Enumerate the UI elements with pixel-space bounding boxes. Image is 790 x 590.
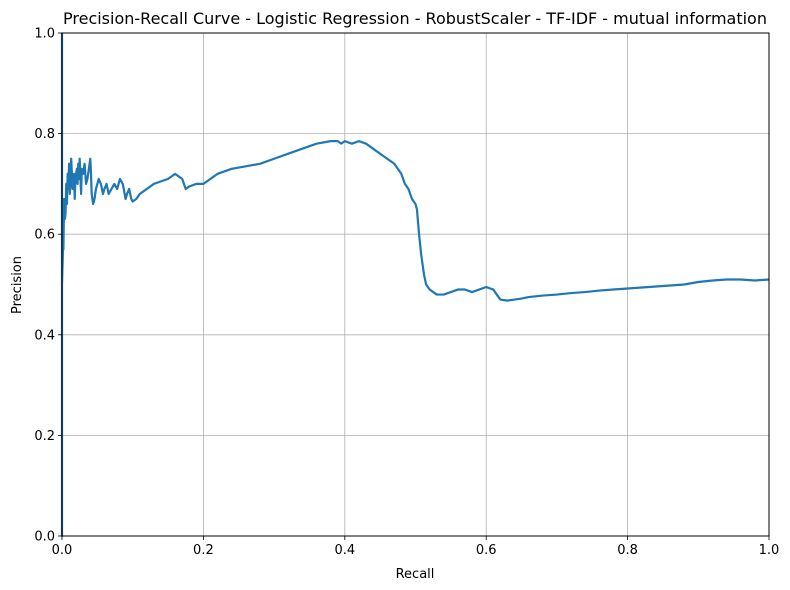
y-tick-label: 0.8 — [34, 127, 55, 142]
y-tick-label: 0.0 — [34, 530, 55, 545]
ticks: 0.0 0.2 0.4 0.6 0.8 1.0 0.0 0.2 0.4 0.6 0.8 1.0 — [34, 27, 779, 559]
chart-title: Precision-Recall Curve - Logistic Regres… — [63, 9, 767, 28]
grid — [61, 32, 770, 537]
x-axis-label: Recall — [396, 567, 435, 582]
y-axis-label: Precision — [10, 256, 25, 314]
x-tick-label: 1.0 — [759, 543, 780, 558]
x-tick-label: 0.4 — [334, 543, 355, 558]
plot-area — [60, 33, 770, 538]
precision-recall-line — [60, 33, 770, 538]
y-tick-label: 1.0 — [34, 27, 55, 42]
x-tick-label: 0.2 — [193, 543, 214, 558]
y-tick-label: 0.2 — [34, 429, 55, 444]
x-tick-label: 0.0 — [52, 543, 73, 558]
x-tick-label: 0.8 — [617, 543, 638, 558]
x-tick-label: 0.6 — [476, 543, 497, 558]
y-tick-label: 0.4 — [34, 328, 55, 343]
axes-frame — [61, 32, 770, 537]
y-tick-label: 0.6 — [34, 228, 55, 243]
